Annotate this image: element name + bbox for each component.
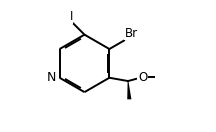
Text: Br: Br <box>125 27 138 40</box>
Polygon shape <box>127 81 131 99</box>
Text: O: O <box>138 71 147 84</box>
Text: N: N <box>47 71 56 84</box>
Text: I: I <box>69 10 73 23</box>
